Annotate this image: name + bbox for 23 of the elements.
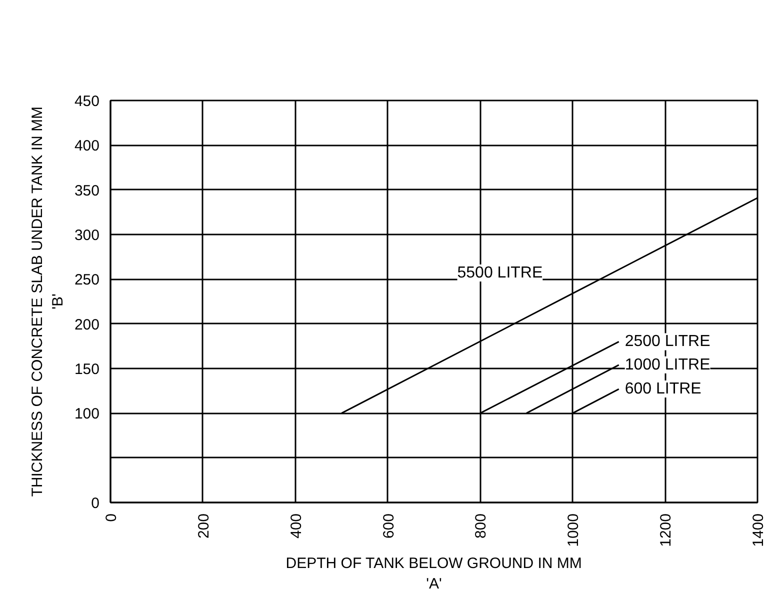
y-axis-title: THICKNESS OF CONCRETE SLAB UNDER TANK IN MM 'B' [29,106,66,497]
y-tick-label: 150 [74,361,100,378]
y-tick-label: 400 [74,138,100,155]
x-tick-label: 1000 [565,513,582,547]
x-tick-label: 0 [103,514,120,522]
series-label: 2500 LITRE [624,333,710,350]
y-tick-label: 200 [74,316,100,334]
x-axis-title: DEPTH OF TANK BELOW GROUND IN MM 'A' [286,554,582,592]
y-tick-label: 300 [74,227,100,244]
x-tick-label: 400 [288,513,305,539]
y-tick-label: 450 [74,93,100,110]
x-tick-label: 200 [195,513,212,539]
y-tick-label: 0 [91,495,100,512]
series-label: 1000 LITRE [624,356,710,374]
y-tick-label: 100 [74,406,100,423]
y-tick-label: 350 [74,182,100,200]
x-tick-label: 1400 [750,513,767,547]
y-tick-label: 250 [74,272,100,289]
x-tick-label: 600 [380,513,398,539]
x-tick-label: 1200 [658,513,675,547]
x-tick-label: 800 [472,513,490,539]
series-label: 600 LITRE [624,380,702,398]
series-label: 5500 LITRE [457,264,543,282]
